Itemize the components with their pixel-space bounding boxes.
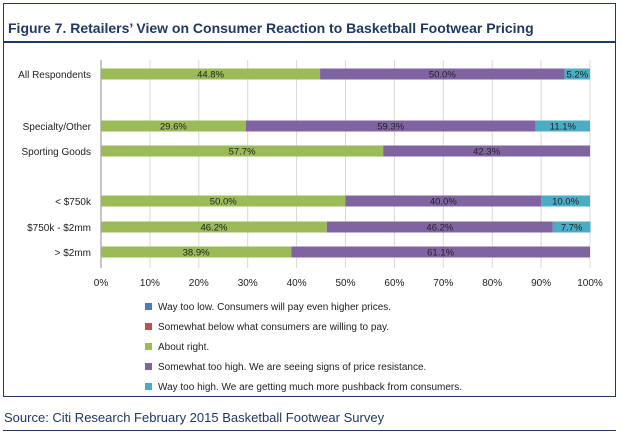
legend-swatch — [145, 323, 152, 330]
data-label: 50.0% — [429, 70, 456, 81]
bar-segment — [326, 221, 553, 233]
bar-segment — [291, 246, 590, 258]
bar-segment — [101, 145, 384, 157]
legend-label: About right. — [158, 342, 209, 353]
figure-frame — [3, 3, 616, 397]
x-tick-label: 70% — [433, 278, 453, 289]
category-label: Sporting Goods — [22, 147, 92, 158]
x-tick-labels: 0% 10% 20% 30% 40% 50% 60% 70% 80% 90% 100% — [94, 278, 603, 289]
bar-segment — [345, 195, 542, 207]
data-label: 44.8% — [197, 70, 224, 81]
bar-segment — [245, 120, 536, 132]
legend-swatch — [145, 343, 152, 350]
x-tick-label: 30% — [238, 278, 258, 289]
bar-segment — [101, 195, 346, 207]
x-tick-label: 50% — [335, 278, 355, 289]
bar-segment — [101, 221, 327, 233]
bar-segment — [101, 68, 321, 80]
data-label: 46.2% — [426, 223, 453, 234]
chart-title: Figure 7. Retailers’ View on Consumer Re… — [8, 20, 534, 36]
x-tick-label: 20% — [189, 278, 209, 289]
title-divider — [3, 41, 616, 43]
category-labels: All Respondents Specialty/Other Sporting G… — [18, 70, 92, 259]
data-label: 61.1% — [427, 248, 454, 259]
bar-segment — [383, 145, 590, 157]
category-label: $750k - $2mm — [27, 223, 91, 234]
source-divider — [3, 430, 616, 431]
data-label: 10.0% — [552, 197, 579, 208]
data-label: 11.1% — [550, 122, 577, 133]
legend-label: Somewhat below what consumers are willin… — [158, 322, 389, 333]
x-tick-label: 100% — [577, 278, 603, 289]
x-tick-label: 0% — [94, 278, 109, 289]
x-tick-label: 80% — [482, 278, 502, 289]
legend-label: Somewhat too high. We are seeing signs o… — [158, 362, 426, 373]
data-label: 57.7% — [229, 147, 256, 158]
source-note: Source: Citi Research February 2015 Bask… — [4, 410, 385, 425]
data-label: 7.7% — [561, 223, 583, 234]
data-label: 40.0% — [430, 197, 457, 208]
data-label: 59.3% — [377, 122, 404, 133]
data-label: 29.6% — [160, 122, 187, 133]
bar-segment — [320, 68, 565, 80]
data-label: 42.3% — [473, 147, 500, 158]
stacked-bar-chart: 44.8% 50.0% 5.2% 29.6% 59.3% 11.1% 57.7% 42.3% 5… — [18, 60, 603, 393]
data-label: 5.2% — [566, 70, 588, 81]
legend-swatch — [145, 363, 152, 370]
data-label: 50.0% — [210, 197, 237, 208]
bars: 44.8% 50.0% 5.2% 29.6% 59.3% 11.1% 57.7% 42.3% 5… — [101, 68, 591, 259]
bar-segment — [535, 120, 590, 132]
x-tick-label: 10% — [140, 278, 160, 289]
category-label: < $750k — [55, 197, 92, 208]
bar-segment — [101, 246, 292, 258]
legend: Way too low. Consumers will pay even hig… — [145, 302, 462, 393]
x-tick-label: 60% — [384, 278, 404, 289]
data-label: 46.2% — [200, 223, 227, 234]
legend-swatch — [145, 383, 152, 390]
data-label: 38.9% — [183, 248, 210, 259]
legend-label: Way too low. Consumers will pay even hig… — [158, 302, 391, 313]
category-label: > $2mm — [55, 248, 91, 259]
bar-segment — [552, 221, 591, 233]
legend-swatch — [145, 303, 152, 310]
bar-segment — [541, 195, 590, 207]
x-tick-label: 90% — [531, 278, 551, 289]
gridlines — [100, 60, 591, 268]
bar-segment — [564, 68, 590, 80]
x-tick-label: 40% — [287, 278, 307, 289]
category-label: All Respondents — [18, 70, 91, 81]
bar-segment — [101, 120, 246, 132]
category-label: Specialty/Other — [23, 122, 92, 133]
legend-label: Way too high. We are getting much more p… — [158, 382, 462, 393]
